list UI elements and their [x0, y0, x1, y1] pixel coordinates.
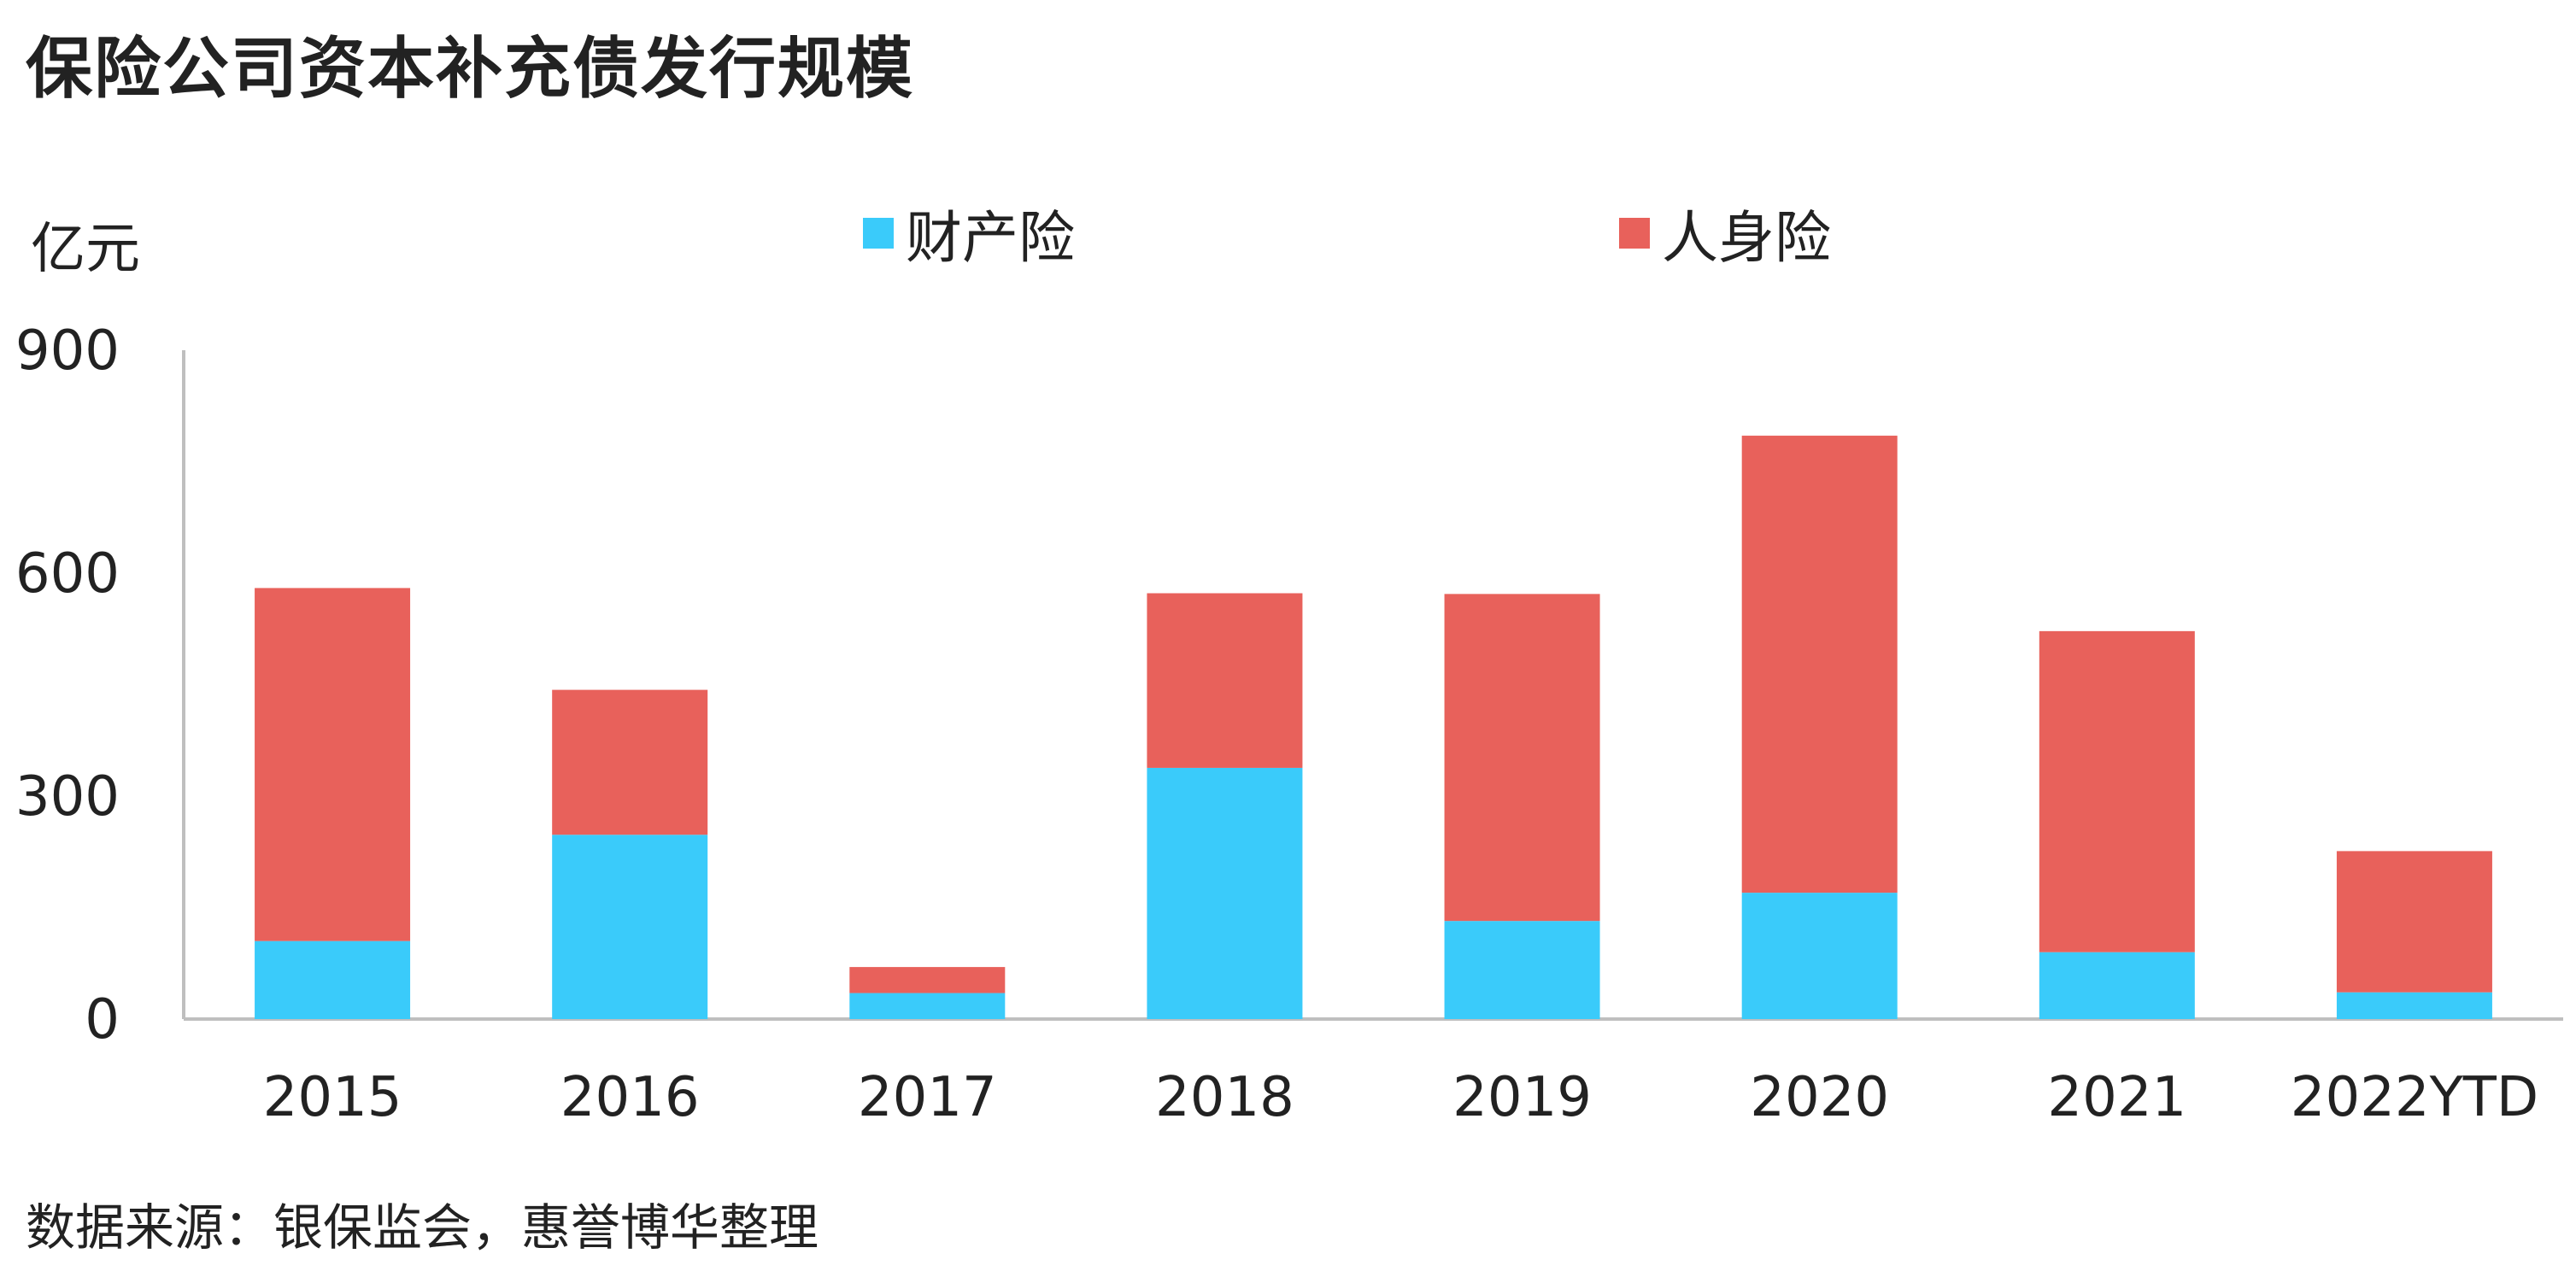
- bar-life-2015: [255, 588, 411, 941]
- chart-title: 保险公司资本补充债发行规模: [26, 30, 915, 108]
- bar-property-2021: [2039, 952, 2195, 1019]
- bar-life-2018: [1147, 593, 1303, 768]
- y-axis-unit-label: 亿元: [31, 218, 140, 281]
- legend-swatch-property: [863, 218, 894, 249]
- y-tick-label: 900: [15, 319, 120, 383]
- bar-property-2018: [1147, 767, 1303, 1019]
- bar-life-2019: [1444, 594, 1600, 922]
- x-tick-label: 2022YTD: [2291, 1066, 2538, 1129]
- bar-property-2020: [1741, 893, 1898, 1019]
- x-tick-label: 2019: [1452, 1066, 1592, 1129]
- bar-life-2020: [1741, 436, 1898, 893]
- data-source-note: 数据来源：银保监会，惠誉博华整理: [26, 1198, 819, 1257]
- bar-property-2015: [255, 940, 411, 1019]
- bar-life-2021: [2039, 630, 2195, 952]
- bar-property-2022YTD: [2336, 992, 2492, 1019]
- y-tick-label: 0: [85, 988, 120, 1052]
- bar-property-2017: [849, 993, 1006, 1019]
- bar-property-2019: [1444, 921, 1600, 1019]
- y-tick-label: 600: [15, 542, 120, 606]
- x-tick-label: 2015: [263, 1066, 402, 1129]
- legend-item-life: 人身险: [1619, 192, 1831, 274]
- legend-label-life: 人身险: [1662, 205, 1831, 271]
- bar-life-2016: [552, 689, 708, 835]
- x-tick-label: 2016: [560, 1066, 700, 1129]
- y-tick-label: 300: [15, 765, 120, 829]
- bar-life-2017: [849, 967, 1006, 993]
- legend-item-property: 财产险: [863, 192, 1075, 274]
- x-tick-label: 2018: [1155, 1066, 1294, 1129]
- legend-label-property: 财产险: [906, 205, 1075, 271]
- x-tick-label: 2021: [2047, 1066, 2186, 1129]
- x-tick-label: 2020: [1750, 1066, 1889, 1129]
- legend-swatch-life: [1619, 218, 1650, 249]
- bar-property-2016: [552, 835, 708, 1019]
- x-tick-label: 2017: [858, 1066, 997, 1129]
- bar-life-2022YTD: [2336, 851, 2492, 993]
